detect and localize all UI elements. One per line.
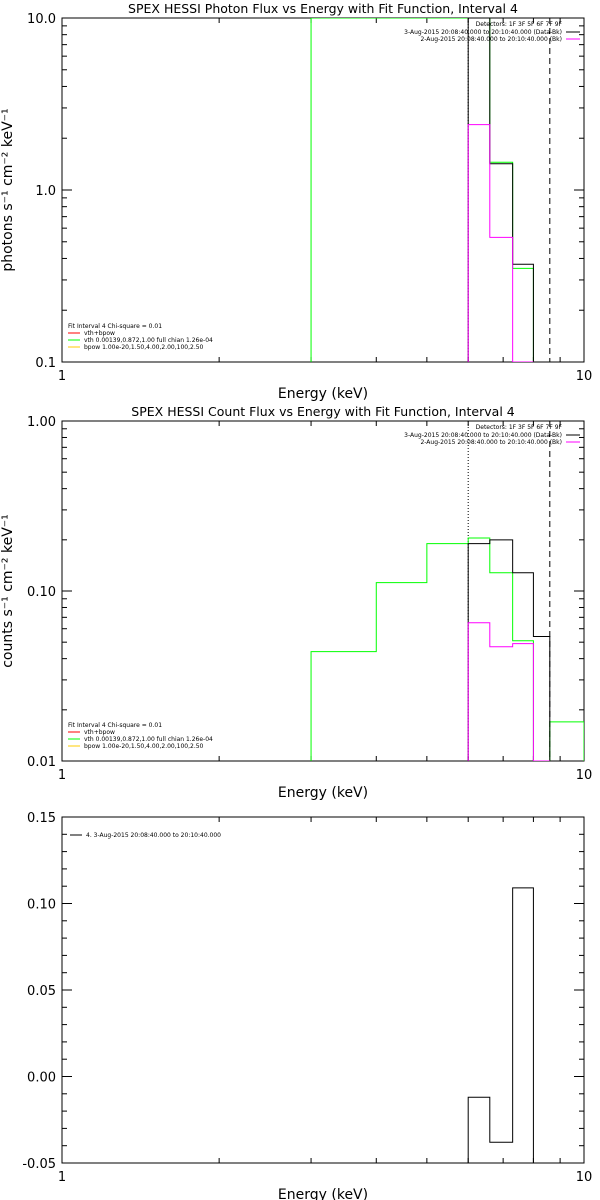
chart-title: SPEX HESSI Photon Flux vs Energy with Fi…	[128, 1, 518, 16]
x-axis-label: Energy (keV)	[278, 1187, 368, 1200]
chart-title: SPEX HESSI Count Flux vs Energy with Fit…	[131, 404, 514, 419]
series-line-1	[310, 537, 584, 761]
legend-entry: vth 0.00139,0.872,1.00 full chian 1.26e-…	[84, 736, 213, 743]
y-tick-label: -0.05	[22, 1157, 56, 1172]
legend-entry: vth 0.00139,0.872,1.00 full chian 1.26e-…	[84, 337, 213, 344]
y-tick-label: 1.0	[35, 184, 56, 199]
y-tick-label: 0.00	[27, 1071, 56, 1086]
series-line-1	[310, 18, 550, 362]
y-axis-label: photons s⁻¹ cm⁻² keV⁻¹	[0, 108, 16, 271]
y-tick-label: 0.05	[27, 984, 56, 999]
x-tick-label: 10	[576, 369, 593, 384]
chart-panel-2: SPEX HESSI Count Flux vs Energy with Fit…	[0, 404, 592, 801]
series-line-3	[467, 622, 550, 761]
legend-header: Fit Interval 4 Chi-square = 0.01	[68, 722, 162, 729]
x-tick-label: 10	[576, 768, 593, 783]
legend-header: Detectors: 1F 3F 5F 6F 7F 9F	[476, 21, 563, 28]
y-tick-label: 10.0	[27, 12, 56, 27]
x-tick-label: 1	[58, 369, 66, 384]
y-axis-label: counts s⁻¹ cm⁻² keV⁻¹	[0, 514, 16, 668]
series-line-1	[467, 887, 534, 1163]
legend-entry: 2-Aug-2015 20:08:40.000 to 20:10:40.000 …	[420, 36, 562, 43]
legend-header: Fit Interval 4 Chi-square = 0.01	[68, 323, 162, 330]
series-line-2	[467, 18, 550, 362]
y-tick-label: 0.10	[27, 585, 56, 600]
plot-frame	[61, 17, 585, 363]
series-group	[310, 537, 584, 761]
legend-entry: 4. 3-Aug-2015 20:08:40.000 to 20:10:40.0…	[86, 832, 221, 839]
x-axis-label: Energy (keV)	[278, 386, 368, 402]
series-line-2	[467, 539, 551, 761]
series-group	[310, 18, 550, 362]
plot-frame	[61, 420, 585, 762]
y-tick-label: 0.1	[35, 356, 56, 371]
chart-panel-3: 1 10 Energy (keV) -0.05 0.00 0.05 0.10 0.15 4. 3…	[22, 811, 592, 1200]
y-tick-label: 1.00	[27, 415, 56, 430]
legend-entry: 3-Aug-2015 20:08:40.000 to 20:10:40.000 …	[404, 29, 562, 36]
legend-entry: 2-Aug-2015 20:08:40.000 to 20:10:40.000 …	[420, 439, 562, 446]
x-tick-label: 1	[58, 768, 66, 783]
y-tick-label: 0.10	[27, 898, 56, 913]
legend-entry: bpow 1.00e-20,1.50,4.00,2.00,100,2.50	[84, 344, 204, 351]
x-tick-label: 10	[576, 1170, 593, 1185]
y-tick-label: 0.15	[27, 811, 56, 826]
legend-entry: vth+bpow	[84, 330, 115, 337]
y-tick-label: 0.01	[27, 755, 56, 770]
legend-entry: bpow 1.00e-20,1.50,4.00,2.00,100,2.50	[84, 743, 204, 750]
legend-entry: 3-Aug-2015 20:08:40.000 to 20:10:40.000 …	[404, 432, 562, 439]
x-axis-label: Energy (keV)	[278, 785, 368, 801]
x-tick-label: 1	[58, 1170, 66, 1185]
plot-frame	[61, 816, 585, 1164]
legend-entry: vth+bpow	[84, 729, 115, 736]
series-line-3	[467, 124, 534, 362]
series-group	[467, 887, 534, 1163]
chart-panel-1: SPEX HESSI Photon Flux vs Energy with Fi…	[0, 1, 592, 402]
legend-header: Detectors: 1F 3F 5F 6F 7F 9F	[476, 424, 563, 431]
